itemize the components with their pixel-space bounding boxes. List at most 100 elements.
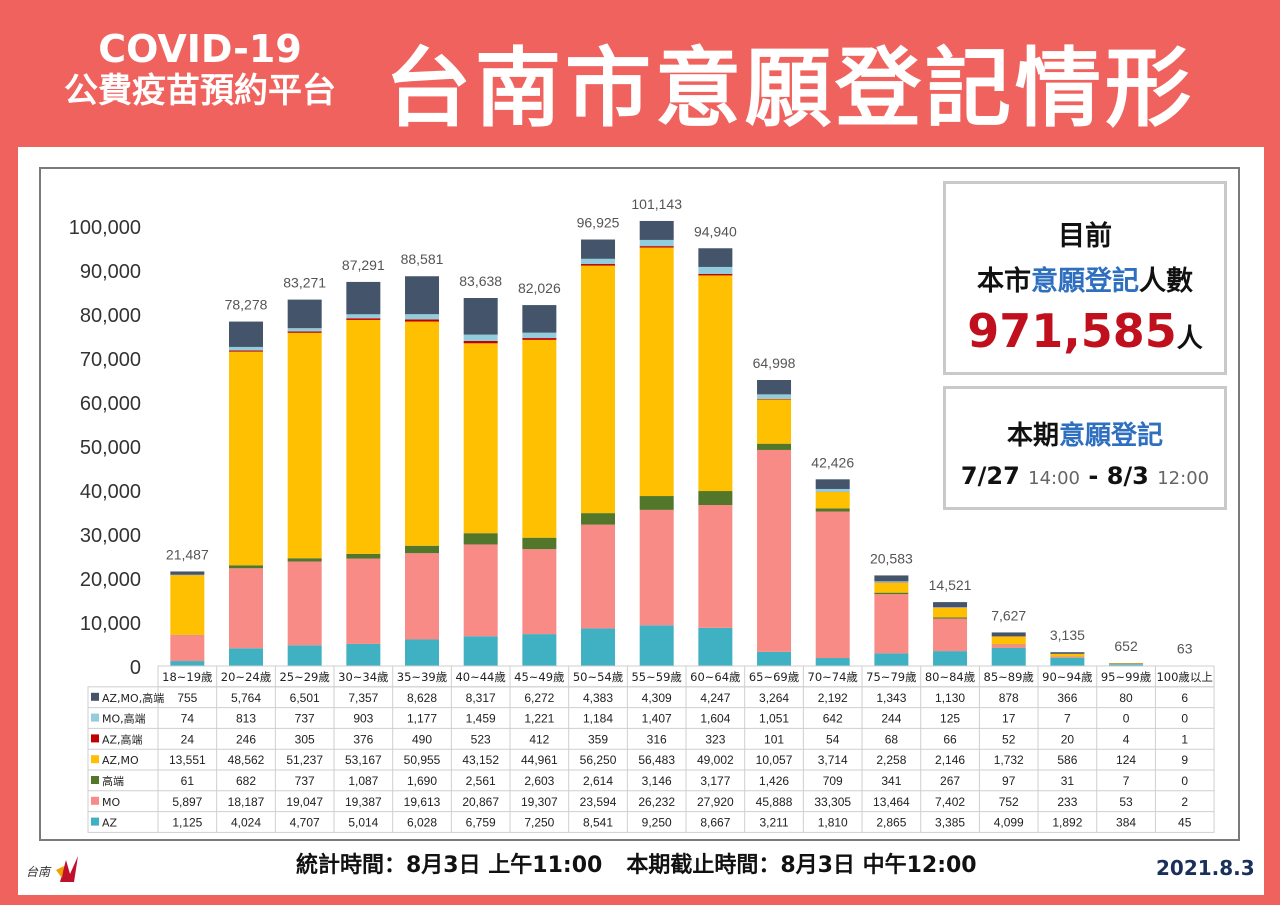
table-cell: 233 [1057,795,1077,809]
table-cell: 5,897 [172,795,202,809]
table-cell: 53 [1119,795,1133,809]
bar-segment [698,266,733,275]
x-category-label: 95~99歲 [1101,670,1151,684]
table-cell: 8,628 [407,691,437,705]
legend-label: 高端 [102,774,124,788]
table-cell: 45 [1178,816,1192,830]
table-cell: 878 [999,691,1019,705]
table-cell: 4,707 [290,816,320,830]
tainan-city-logo: 台南 [26,856,78,882]
table-cell: 53,167 [345,753,382,767]
table-cell: 2,614 [583,774,613,788]
bar-segment [463,544,498,637]
table-cell: 1,125 [172,816,202,830]
table-cell: 305 [295,732,315,746]
bar-segment [463,334,498,342]
table-cell: 3,146 [642,774,672,788]
y-tick-label: 30,000 [80,525,141,547]
table-cell: 13,551 [169,753,206,767]
table-cell: 1,426 [759,774,789,788]
x-category-label: 75~79歲 [866,670,916,684]
table-cell: 31 [1061,774,1075,788]
bar-segment [815,658,850,666]
table-cell: 2,258 [876,753,906,767]
table-cell: 341 [881,774,901,788]
period-range: 7/27 14:00 - 8/3 12:00 [960,462,1210,490]
table-cell: 4,099 [994,816,1024,830]
bar-segment [698,248,733,267]
y-tick-label: 20,000 [80,569,141,591]
table-cell: 2 [1181,795,1188,809]
table-cell: 6,272 [524,691,554,705]
table-cell: 1,087 [348,774,378,788]
table-cell: 376 [353,732,373,746]
table-cell: 48,562 [228,753,265,767]
bar-segment [1050,657,1085,666]
bar-segment [522,339,557,538]
bar-segment [933,602,968,608]
table-cell: 49,002 [697,753,734,767]
table-cell: 4,309 [642,691,672,705]
header-platform: 公費疫苗預約平台 [64,70,336,111]
table-cell: 74 [181,712,195,726]
bar-segment [229,648,264,666]
bar-segment [522,305,557,333]
table-cell: 19,307 [521,795,558,809]
bar-segment [757,394,792,399]
bar-segment [1050,653,1085,657]
table-cell: 2,146 [935,753,965,767]
y-tick-label: 0 [130,657,141,679]
table-cell: 4,024 [231,816,261,830]
bar-segment [581,524,616,629]
table-cell: 7,357 [348,691,378,705]
bar-segment [522,634,557,666]
bar-segment [1050,652,1085,654]
bar-segment [933,618,968,652]
table-cell: 19,047 [286,795,323,809]
svg-text:台南: 台南 [26,865,52,879]
bar-segment [463,341,498,344]
x-category-label: 30~34歲 [338,670,388,684]
bar-segment [581,264,616,266]
bar-segment [463,297,498,335]
table-cell: 43,152 [462,753,499,767]
bar-segment [639,509,674,626]
x-category-label: 20~24歲 [221,670,271,684]
table-cell: 755 [177,691,197,705]
table-cell: 5,764 [231,691,261,705]
table-cell: 97 [1002,774,1016,788]
bar-segment [405,545,440,554]
table-cell: 2,192 [818,691,848,705]
table-cell: 903 [353,712,373,726]
table-cell: 26,232 [638,795,675,809]
table-cell: 412 [529,732,549,746]
table-cell: 323 [705,732,725,746]
bar-segment [287,561,322,646]
legend-swatch [91,817,99,826]
table-cell: 709 [823,774,843,788]
bar-segment [170,571,205,575]
legend-label: MO [102,796,120,809]
legend-swatch [91,755,99,764]
bar-segment [991,636,1026,645]
bar-segment [874,582,909,593]
bar-total-label: 64,998 [753,355,796,371]
bar-segment [815,492,850,509]
bar-segment [991,632,1026,637]
table-cell: 1,407 [642,712,672,726]
table-cell: 20 [1061,732,1075,746]
legend-swatch [91,734,99,743]
legend-swatch [91,692,99,701]
table-cell: 0 [1123,712,1130,726]
table-cell: 45,888 [756,795,793,809]
total-value: 971,585人 [967,304,1203,358]
y-tick-label: 80,000 [80,305,141,327]
bar-total-label: 21,487 [166,546,209,562]
bar-segment [757,380,792,395]
table-cell: 8,317 [466,691,496,705]
x-category-label: 35~39歲 [397,670,447,684]
table-cell: 19,387 [345,795,382,809]
table-cell: 1,690 [407,774,437,788]
table-cell: 54 [826,732,840,746]
